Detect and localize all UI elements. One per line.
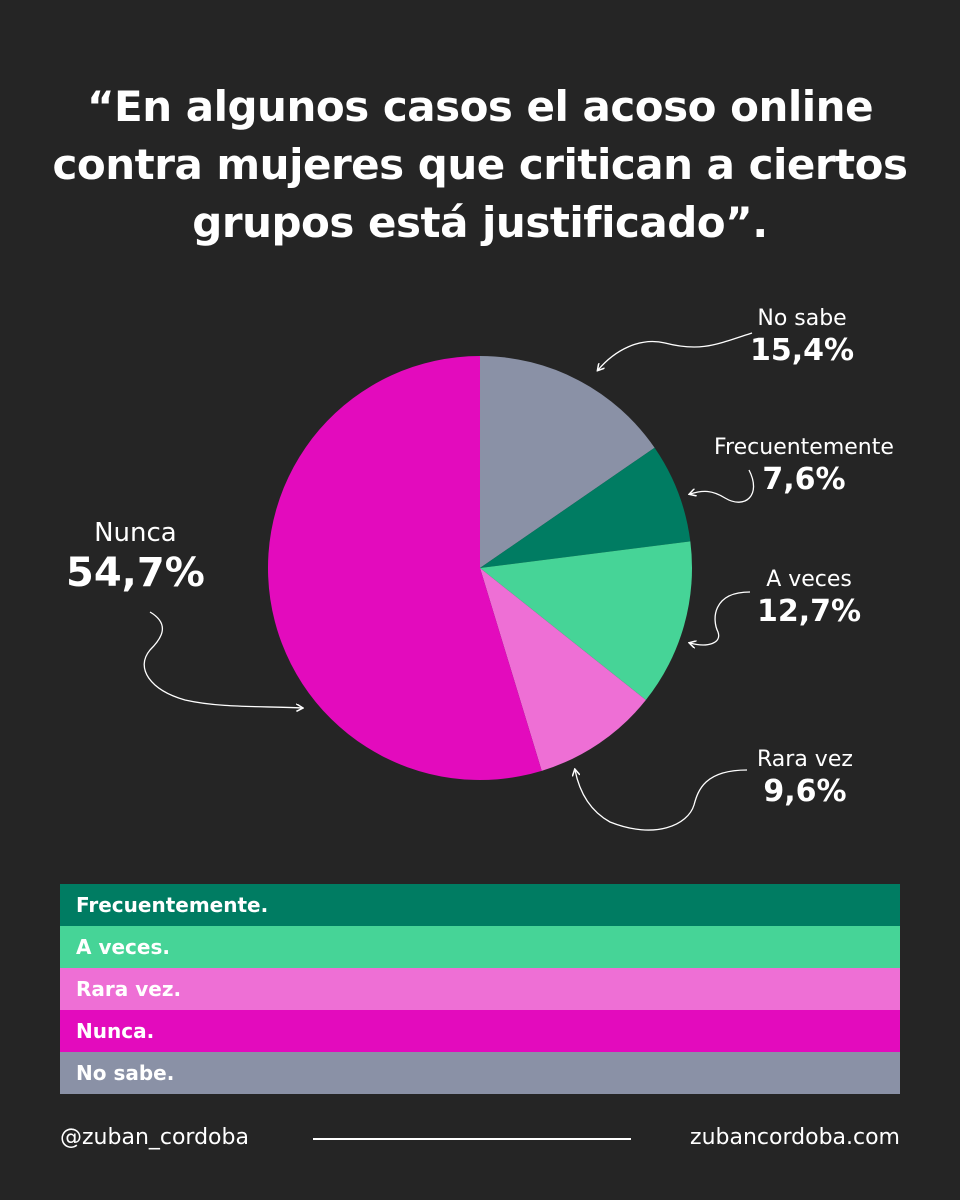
callout-arrow-a-veces [690, 591, 751, 645]
pie-slice-rara-vez [480, 568, 646, 771]
social-handle: @zuban_cordoba [60, 1125, 249, 1150]
pie-slice-nunca [267, 356, 542, 780]
slice-percent: 9,6% [763, 774, 847, 809]
slice-name: No sabe [757, 306, 847, 331]
pie-slice-a-veces [480, 541, 693, 701]
legend-item-rara-vez: Rara vez. [60, 968, 900, 1010]
title-line: grupos está justificado”. [192, 198, 768, 247]
legend: Frecuentemente. A veces. Rara vez. Nunca… [60, 884, 900, 1094]
legend-item-a-veces: A veces. [60, 926, 900, 968]
slice-label-rara-vez: Rara vez 9,6% [757, 746, 853, 810]
slice-name: A veces [766, 567, 852, 592]
legend-item-no-sabe: No sabe. [60, 1052, 900, 1094]
callout-arrow-nunca [143, 611, 302, 708]
slice-name: Nunca [94, 518, 177, 548]
legend-item-frecuentemente: Frecuentemente. [60, 884, 900, 926]
website-link[interactable]: zubancordoba.com [690, 1125, 900, 1150]
slice-percent: 12,7% [757, 594, 862, 629]
pie-slice-no-sabe [480, 356, 655, 568]
slice-percent: 7,6% [762, 462, 846, 497]
callout-arrow-no-sabe [598, 332, 753, 370]
title-line: contra mujeres que critican a ciertos [52, 140, 908, 189]
legend-item-nunca: Nunca. [60, 1010, 900, 1052]
pie-slice-frecuentemente [480, 447, 691, 568]
slice-name: Frecuentemente [714, 435, 894, 460]
slice-label-no-sabe: No sabe 15,4% [750, 305, 854, 369]
slice-label-nunca: Nunca 54,7% [66, 516, 205, 596]
slice-label-a-veces: A veces 12,7% [757, 566, 861, 630]
slice-name: Rara vez [757, 747, 853, 772]
pie-chart [143, 332, 755, 831]
slice-percent: 15,4% [750, 333, 855, 368]
chart-title: “En algunos casos el acoso online contra… [30, 78, 930, 252]
slice-percent: 54,7% [66, 550, 205, 596]
footer-divider [313, 1138, 631, 1140]
slice-label-frecuentemente: Frecuentemente 7,6% [714, 434, 894, 498]
callout-arrow-rara-vez [575, 770, 748, 831]
title-line: “En algunos casos el acoso online [86, 82, 874, 131]
callout-arrow-frecuentemente [690, 469, 755, 503]
